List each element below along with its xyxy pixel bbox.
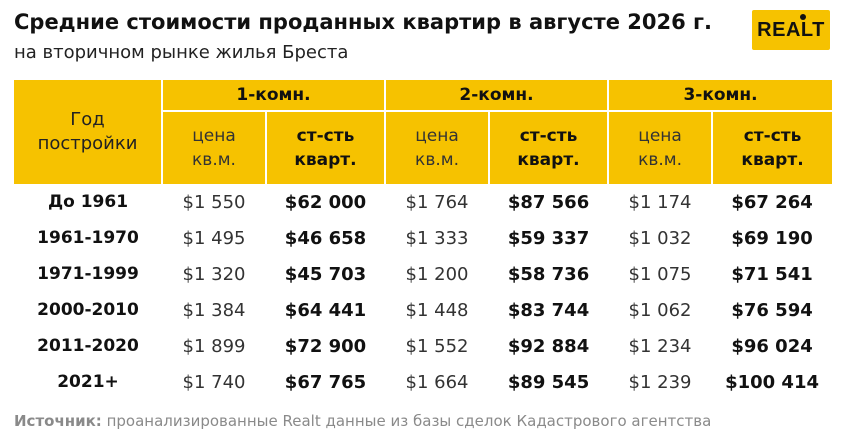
apartment-price-cell: $71 541	[731, 263, 813, 285]
realt-logo: REALT	[752, 10, 830, 50]
apartment-price-cell: $59 337	[507, 227, 590, 249]
price-per-sqm-header: цена кв.м.	[385, 111, 491, 184]
apartment-price-cell: $46 658	[284, 227, 367, 249]
group-header-1room: 1-комн.	[162, 80, 387, 112]
group-header-2room: 2-комн.	[385, 80, 610, 112]
price-per-sqm-cell: $1 552	[405, 335, 469, 357]
source-note: Источник: проанализированные Realt данны…	[14, 412, 711, 430]
price-per-sqm-cell: $1 384	[182, 299, 246, 321]
price-header-line1: цена	[638, 126, 682, 146]
year-header: Год постройки	[14, 80, 163, 184]
price-per-sqm-cell: $1 234	[628, 335, 692, 357]
apartment-price-cell: $72 900	[284, 335, 367, 357]
logo-dot-icon	[800, 14, 806, 20]
table-row: 2011-2020 $1 899 $72 900 $1 552 $92 884 $1 23…	[14, 328, 832, 364]
year-cell: До 1961	[47, 192, 129, 212]
total-header-line2: кварт.	[517, 150, 580, 170]
year-cell: 1971-1999	[37, 264, 139, 284]
price-header-line1: цена	[192, 126, 236, 146]
apartment-price-cell: $100 414	[725, 371, 819, 393]
page-title: Средние стоимости проданных квартир в ав…	[14, 10, 712, 34]
price-per-sqm-cell: $1 664	[405, 371, 469, 393]
table-row: 2000-2010 $1 384 $64 441 $1 448 $83 744 $1 06…	[14, 292, 832, 328]
total-header-line2: кварт.	[294, 150, 357, 170]
total-header-line1: ст-сть	[296, 126, 355, 146]
page-subtitle: на вторичном рынке жилья Бреста	[14, 42, 349, 63]
apartment-price-cell: $45 703	[284, 263, 367, 285]
price-per-sqm-cell: $1 899	[182, 335, 246, 357]
price-per-sqm-cell: $1 174	[628, 191, 692, 213]
price-per-sqm-cell: $1 764	[405, 191, 469, 213]
apartment-price-cell: $76 594	[731, 299, 813, 321]
group-header-3room: 3-комн.	[608, 80, 833, 112]
year-header-line1: Год	[70, 109, 105, 130]
source-text: проанализированные Realt данные из базы …	[101, 412, 712, 430]
price-table: Год постройки 1-комн. 2-комн. 3-комн. це…	[14, 80, 833, 400]
price-per-sqm-cell: $1 333	[405, 227, 469, 249]
price-header-line2: кв.м.	[415, 150, 459, 170]
table-row: 1971-1999 $1 320 $45 703 $1 200 $58 736 $1 07…	[14, 256, 832, 292]
apartment-price-cell: $89 545	[507, 371, 590, 393]
price-per-sqm-cell: $1 550	[182, 191, 246, 213]
year-header-line2: постройки	[37, 133, 138, 154]
year-cell: 2000-2010	[37, 300, 139, 320]
apartment-price-header: ст-сть кварт.	[712, 111, 833, 184]
price-per-sqm-cell: $1 075	[628, 263, 692, 285]
apartment-price-cell: $64 441	[284, 299, 367, 321]
price-per-sqm-cell: $1 320	[182, 263, 246, 285]
apartment-price-cell: $96 024	[731, 335, 813, 357]
year-cell: 1961-1970	[37, 228, 139, 248]
price-per-sqm-cell: $1 448	[405, 299, 469, 321]
apartment-price-header: ст-сть кварт.	[489, 111, 610, 184]
price-per-sqm-cell: $1 062	[628, 299, 692, 321]
price-per-sqm-cell: $1 740	[182, 371, 246, 393]
apartment-price-cell: $92 884	[507, 335, 590, 357]
apartment-price-header: ст-сть кварт.	[266, 111, 387, 184]
table-row: 1961-1970 $1 495 $46 658 $1 333 $59 337 $1 03…	[14, 220, 832, 256]
price-header-line2: кв.м.	[192, 150, 236, 170]
price-per-sqm-cell: $1 200	[405, 263, 469, 285]
price-per-sqm-cell: $1 495	[182, 227, 246, 249]
price-per-sqm-cell: $1 032	[628, 227, 692, 249]
source-label: Источник:	[14, 412, 102, 430]
apartment-price-cell: $83 744	[507, 299, 590, 321]
total-header-line1: ст-сть	[743, 126, 802, 146]
price-header-line1: цена	[415, 126, 459, 146]
total-header-line2: кварт.	[741, 150, 804, 170]
logo-text: REALT	[757, 19, 825, 41]
year-cell: 2011-2020	[37, 336, 139, 356]
table-row: До 1961 $1 550 $62 000 $1 764 $87 566 $1 174 $…	[14, 184, 832, 220]
apartment-price-cell: $58 736	[507, 263, 590, 285]
apartment-price-cell: $67 765	[284, 371, 367, 393]
price-header-line2: кв.м.	[638, 150, 682, 170]
price-per-sqm-cell: $1 239	[628, 371, 692, 393]
price-per-sqm-header: цена кв.м.	[608, 111, 714, 184]
table-row: 2021+ $1 740 $67 765 $1 664 $89 545 $1 239 $10…	[14, 364, 832, 400]
apartment-price-cell: $87 566	[507, 191, 590, 213]
apartment-price-cell: $69 190	[731, 227, 813, 249]
year-cell: 2021+	[57, 372, 119, 392]
apartment-price-cell: $67 264	[731, 191, 813, 213]
apartment-price-cell: $62 000	[284, 191, 367, 213]
price-per-sqm-header: цена кв.м.	[162, 111, 267, 184]
total-header-line1: ст-сть	[519, 126, 578, 146]
